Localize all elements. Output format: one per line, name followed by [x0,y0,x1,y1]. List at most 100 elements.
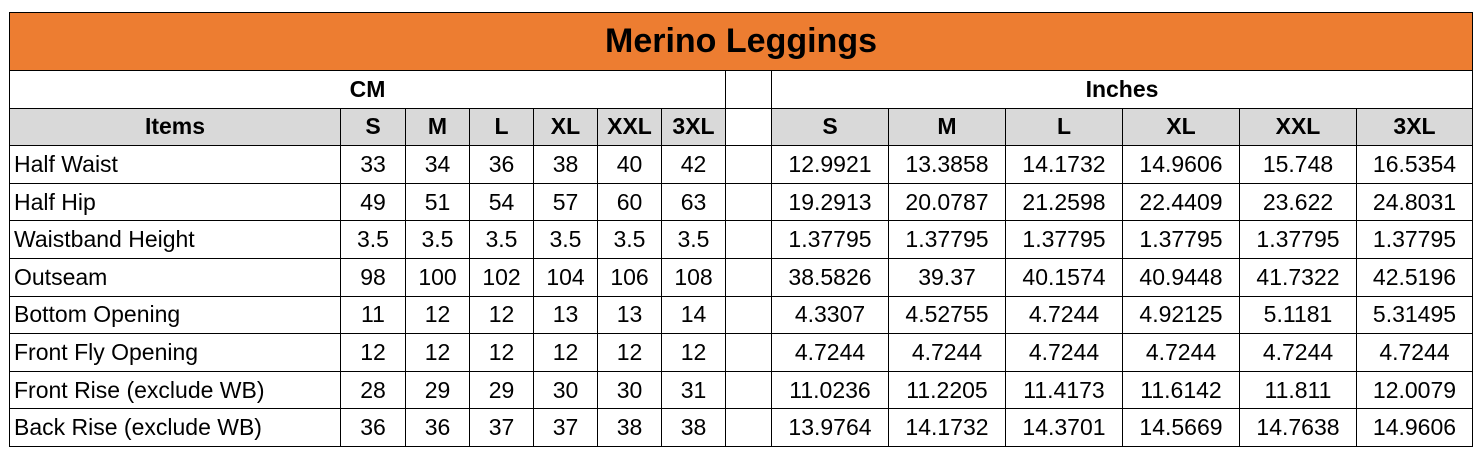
inch-value-cell: 12.0079 [1356,370,1473,410]
inch-value-cell: 11.6142 [1122,370,1240,410]
size-chart: Merino Leggings CM Inches Items S M L XL… [9,12,1473,447]
separator-cell [725,257,772,297]
inch-value-cell: 40.1574 [1005,257,1123,297]
cm-value-cell: 100 [405,257,470,297]
chart-title: Merino Leggings [9,12,1473,71]
inch-value-cell: 14.9606 [1356,408,1473,447]
cm-value-cell: 98 [340,257,406,297]
inch-value-cell: 42.5196 [1356,257,1473,297]
cm-value-cell: 106 [597,257,662,297]
cm-value-cell: 33 [340,145,406,184]
inch-value-cell: 24.8031 [1356,182,1473,222]
cm-value-cell: 11 [340,295,406,335]
inch-value-cell: 16.5354 [1356,145,1473,184]
cm-value-cell: 3.5 [661,220,726,259]
separator-cell [725,70,772,109]
group-cm: CM [9,70,726,109]
inch-value-cell: 13.9764 [771,408,889,447]
inch-value-cell: 20.0787 [888,182,1006,222]
cm-value-cell: 57 [533,182,598,222]
cm-value-cell: 12 [340,333,406,372]
inch-value-cell: 4.7244 [1122,333,1240,372]
inch-value-cell: 14.3701 [1005,408,1123,447]
table-row: Bottom Opening 11 12 12 13 13 14 4.3307 4.52755 4… [9,295,1473,335]
inch-value-cell: 1.37795 [888,220,1006,259]
cm-value-cell: 63 [661,182,726,222]
cm-value-cell: 12 [469,333,534,372]
inch-value-cell: 4.7244 [1005,333,1123,372]
inch-value-cell: 4.52755 [888,295,1006,335]
cm-value-cell: 12 [405,333,470,372]
inch-value-cell: 4.3307 [771,295,889,335]
inch-value-cell: 1.37795 [1239,220,1357,259]
inch-value-cell: 4.7244 [1356,333,1473,372]
cm-value-cell: 54 [469,182,534,222]
header-inch-size: XXL [1239,107,1357,147]
title-row: Merino Leggings [9,12,1473,71]
row-item-label: Waistband Height [9,220,341,259]
table-row: Outseam 98 100 102 104 106 108 38.5826 39.37 40.1… [9,257,1473,297]
row-item-label: Outseam [9,257,341,297]
inch-value-cell: 4.7244 [1005,295,1123,335]
table-row: Half Hip 49 51 54 57 60 63 19.2913 20.0787 21.259… [9,182,1473,222]
inch-value-cell: 15.748 [1239,145,1357,184]
separator-cell [725,107,772,147]
inch-value-cell: 4.7244 [888,333,1006,372]
row-item-label: Bottom Opening [9,295,341,335]
group-inches: Inches [771,70,1473,109]
separator-cell [725,182,772,222]
separator-cell [725,333,772,372]
table-row: Waistband Height 3.5 3.5 3.5 3.5 3.5 3.5 1.3779… [9,220,1473,259]
inch-value-cell: 14.9606 [1122,145,1240,184]
inch-value-cell: 40.9448 [1122,257,1240,297]
header-items: Items [9,107,341,147]
table-row: Half Waist 33 34 36 38 40 42 12.9921 13.3858 14.1… [9,145,1473,184]
table-row: Front Rise (exclude WB) 28 29 29 30 30 31 11.02… [9,370,1473,410]
header-row: Items S M L XL XXL 3XL S M L XL XXL 3XL [9,107,1473,147]
inch-value-cell: 1.37795 [1356,220,1473,259]
inch-value-cell: 1.37795 [1122,220,1240,259]
inch-value-cell: 22.4409 [1122,182,1240,222]
inch-value-cell: 1.37795 [771,220,889,259]
inch-value-cell: 11.2205 [888,370,1006,410]
cm-value-cell: 12 [533,333,598,372]
header-cm-size: XXL [597,107,662,147]
cm-value-cell: 13 [533,295,598,335]
inch-value-cell: 11.4173 [1005,370,1123,410]
size-table: Merino Leggings CM Inches Items S M L XL… [9,12,1473,447]
inch-value-cell: 5.31495 [1356,295,1473,335]
cm-value-cell: 60 [597,182,662,222]
cm-value-cell: 40 [597,145,662,184]
separator-cell [725,295,772,335]
header-inch-size: XL [1122,107,1240,147]
inch-value-cell: 14.7638 [1239,408,1357,447]
inch-value-cell: 19.2913 [771,182,889,222]
cm-value-cell: 36 [340,408,406,447]
cm-value-cell: 29 [469,370,534,410]
cm-value-cell: 28 [340,370,406,410]
header-cm-size: L [469,107,534,147]
header-inch-size: 3XL [1356,107,1473,147]
cm-value-cell: 51 [405,182,470,222]
inch-value-cell: 41.7322 [1239,257,1357,297]
cm-value-cell: 31 [661,370,726,410]
inch-value-cell: 11.811 [1239,370,1357,410]
cm-value-cell: 34 [405,145,470,184]
cm-value-cell: 30 [597,370,662,410]
cm-value-cell: 108 [661,257,726,297]
cm-value-cell: 12 [469,295,534,335]
row-item-label: Front Rise (exclude WB) [9,370,341,410]
cm-value-cell: 14 [661,295,726,335]
separator-cell [725,220,772,259]
header-inch-size: S [771,107,889,147]
cm-value-cell: 12 [405,295,470,335]
cm-value-cell: 38 [533,145,598,184]
inch-value-cell: 5.1181 [1239,295,1357,335]
table-row: Back Rise (exclude WB) 36 36 37 37 38 38 13.976… [9,408,1473,447]
cm-value-cell: 37 [533,408,598,447]
header-cm-size: M [405,107,470,147]
inch-value-cell: 11.0236 [771,370,889,410]
cm-value-cell: 12 [597,333,662,372]
cm-value-cell: 38 [597,408,662,447]
cm-value-cell: 102 [469,257,534,297]
